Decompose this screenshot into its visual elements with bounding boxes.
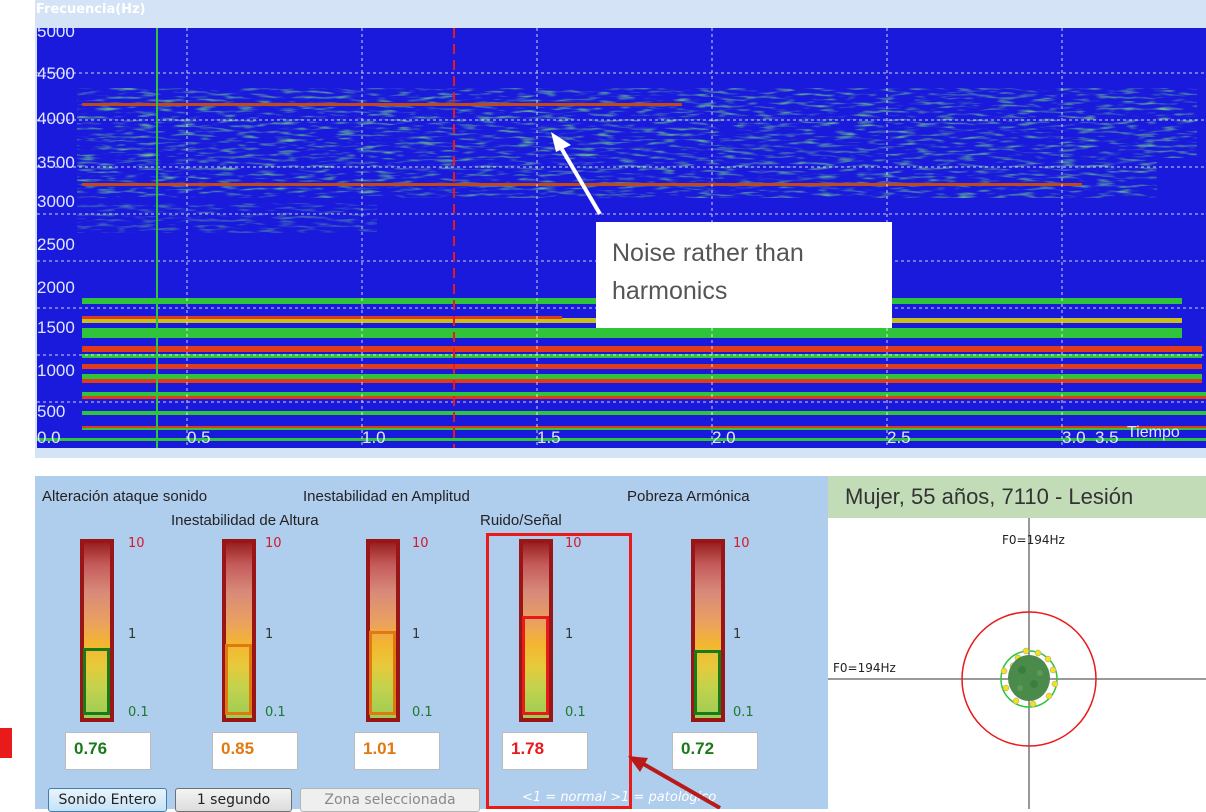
x-tick: 0.0 [37,428,61,447]
scale-top: 10 [265,536,282,551]
gauge-level [83,648,110,715]
scale-top: 10 [565,536,582,551]
y-tick: 5000 [37,28,75,41]
label-noise: Ruido/Señal [480,512,562,529]
x-tick: 2.5 [887,428,911,447]
annotation-text: Noise rather than harmonics [612,239,804,305]
selected-zone-button[interactable]: Zona seleccionada [300,788,480,812]
value-amplitude: 1.01 [354,732,440,770]
whole-sound-button[interactable]: Sonido Entero [48,788,167,812]
x-tick: 3.5 [1095,428,1119,447]
scale-bottom: 0.1 [128,705,149,720]
scale-mid: 1 [733,627,742,642]
scale-bottom: 0.1 [265,705,286,720]
scale-top: 10 [733,536,750,551]
x-tick: 2.0 [712,428,736,447]
y-tick: 4000 [37,109,75,128]
y-tick: 500 [37,402,66,421]
one-second-button[interactable]: 1 segundo [175,788,292,812]
label-harmonic: Pobreza Armónica [627,488,750,505]
y-tick: 3500 [37,153,75,172]
scale-top: 10 [412,536,429,551]
spectrogram-title: Frecuencia(Hz) [36,2,146,17]
gauge-level [522,616,549,715]
label-pitch: Inestabilidad de Altura [171,512,319,529]
y-tick: 1000 [37,361,75,380]
scale-bottom: 0.1 [733,705,754,720]
gauge-level [694,650,721,715]
gauge-level [225,644,252,715]
left-marker [0,728,12,758]
f0-top-label: F0=194Hz [1002,533,1065,547]
patient-title: Mujer, 55 años, 7110 - Lesión [845,484,1134,509]
scale-bottom: 0.1 [412,705,433,720]
x-tick: 0.5 [187,428,211,447]
highlight-box [486,533,632,809]
gauge-level [369,631,396,715]
legend-text: <1 = normal >1 = patológico [522,790,717,805]
x-tick: 1.5 [537,428,561,447]
scale-mid: 1 [265,627,274,642]
x-tick: 1.0 [362,428,386,447]
annotation-arrow [551,132,602,216]
scale-mid: 1 [128,627,137,642]
annotation-box [596,222,892,328]
meter-panel: Alteración ataque sonido Inestabilidad e… [35,476,828,812]
value-noise: 1.78 [502,732,588,770]
value-harmonic: 0.72 [672,732,758,770]
y-tick: 1500 [37,318,75,337]
y-tick: 4500 [37,64,75,83]
y-tick: 2500 [37,235,75,254]
reference-circle [961,611,1097,747]
scale-top: 10 [128,536,145,551]
scale-bottom: 0.1 [565,705,586,720]
y-tick: 3000 [37,192,75,211]
label-attack: Alteración ataque sonido [42,488,208,505]
patient-header [828,476,1206,518]
x-axis-label: Tiempo [1127,424,1180,441]
scale-mid: 1 [565,627,574,642]
highlight-arrow [628,756,721,809]
y-tick: 2000 [37,278,75,297]
x-tick: 3.0 [1062,428,1086,447]
value-pitch: 0.85 [212,732,298,770]
label-amplitude: Inestabilidad en Amplitud [303,488,470,505]
scale-mid: 1 [412,627,421,642]
polar-plot: F0=194Hz F0=194Hz [828,518,1206,809]
polar-plot-svg [828,518,1206,809]
value-attack: 0.76 [65,732,151,770]
spectrogram-image [37,28,1206,448]
point-cloud [1000,647,1059,708]
spectrogram-grid [37,28,1206,448]
f0-left-label: F0=194Hz [833,661,896,675]
